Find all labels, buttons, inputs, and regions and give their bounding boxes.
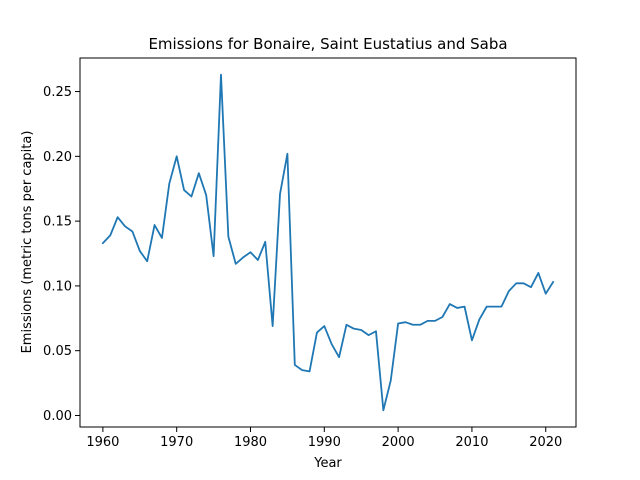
chart-title: Emissions for Bonaire, Saint Eustatius a…: [148, 35, 507, 53]
x-tick-label-1980: 1980: [234, 435, 267, 450]
y-tick-label-1: 0.05: [43, 344, 72, 359]
x-tick-label-1990: 1990: [308, 435, 341, 450]
y-tick-label-2: 0.10: [43, 279, 72, 294]
y-tick-label-3: 0.15: [43, 215, 72, 230]
y-tick-label-5: 0.25: [43, 85, 72, 100]
x-tick-label-2020: 2020: [529, 435, 562, 450]
x-tick-label-1970: 1970: [160, 435, 193, 450]
plot-frame: [79, 57, 577, 428]
plot-area: 1960 1970 1980 1990 2000 2010 2020 0.00 0.05 0.10…: [43, 57, 577, 450]
x-tick-label-2000: 2000: [382, 435, 415, 450]
y-tick-label-4: 0.20: [43, 150, 72, 165]
y-axis-label: Emissions (metric tons per capita): [20, 131, 35, 354]
x-tick-label-1960: 1960: [86, 435, 119, 450]
x-axis-label: Year: [313, 456, 342, 471]
x-tick-label-2010: 2010: [455, 435, 488, 450]
emissions-series-line: [101, 73, 555, 412]
y-tick-label-0: 0.00: [43, 409, 72, 424]
